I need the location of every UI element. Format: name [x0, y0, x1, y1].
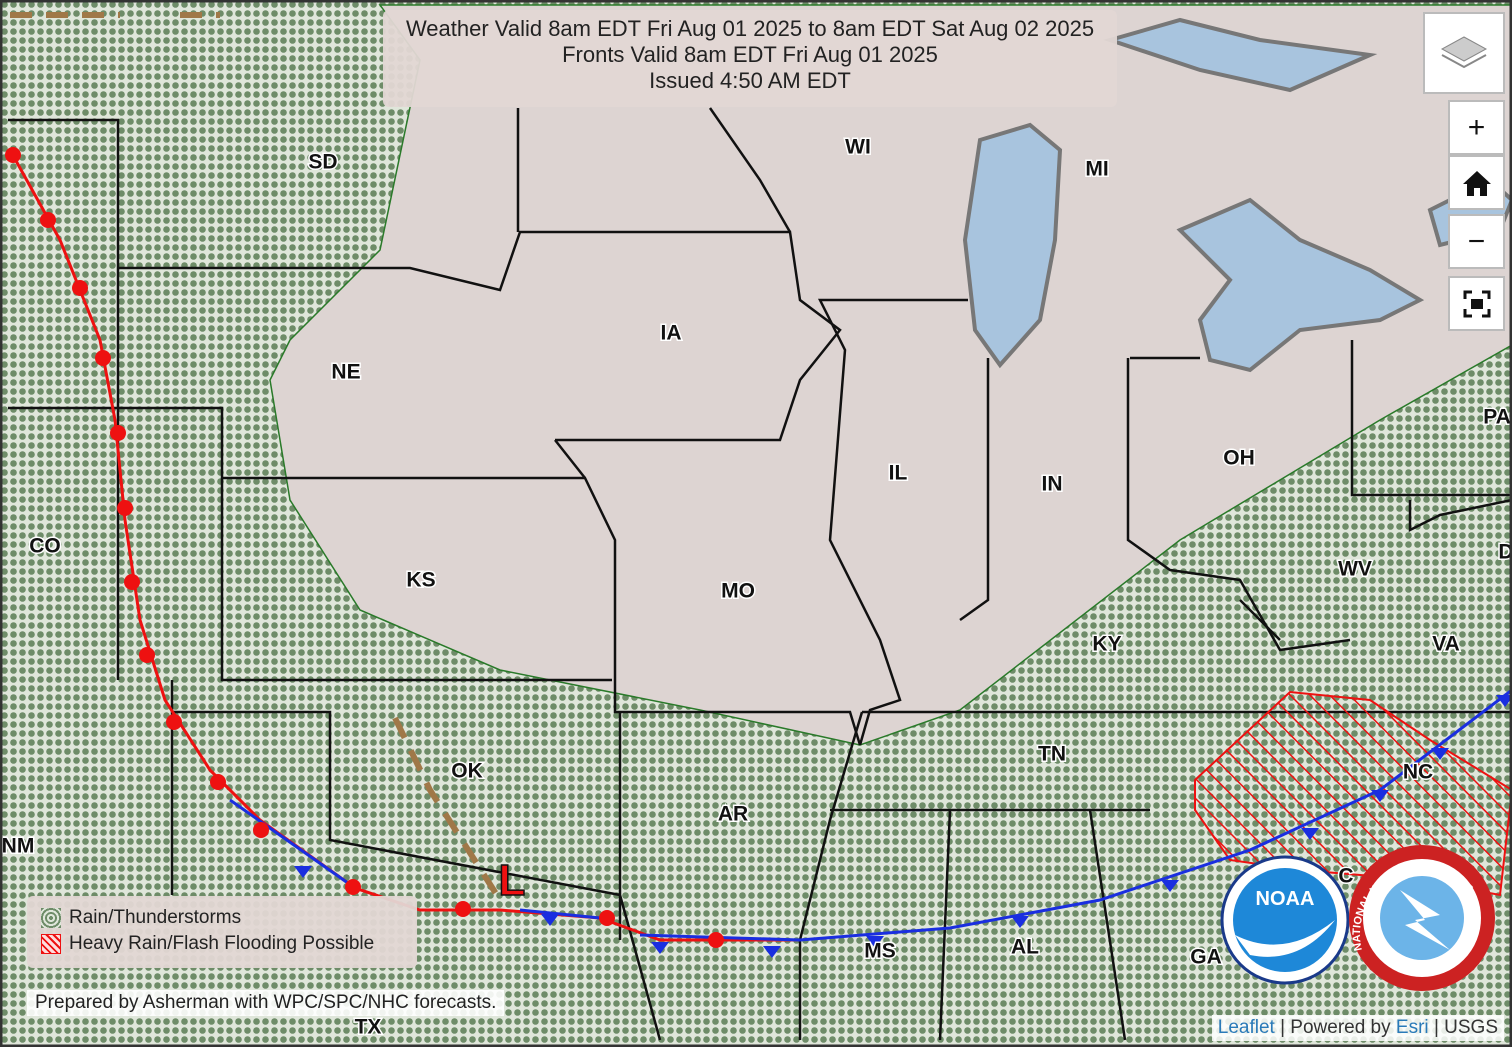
- state-label: NE: [331, 361, 360, 384]
- state-label: TN: [1038, 743, 1066, 766]
- cold-front-barb: [1371, 790, 1389, 802]
- cold-front-barb: [1431, 748, 1449, 760]
- legend: Rain/Thunderstorms Heavy Rain/Flash Floo…: [27, 896, 417, 968]
- state-label: GA: [1190, 946, 1222, 969]
- warm-front-bulb: [253, 822, 269, 838]
- zoom-in[interactable]: +: [1448, 100, 1505, 155]
- low-pressure: L: [499, 856, 526, 905]
- state-label: CO: [29, 535, 61, 558]
- warm-front-bulb: [40, 212, 56, 228]
- front-symbols: [5, 147, 1512, 958]
- legend-label: Heavy Rain/Flash Flooding Possible: [69, 933, 375, 954]
- header: Weather Valid 8am EDT Fri Aug 01 2025 to…: [383, 10, 1117, 107]
- state-label: OK: [451, 760, 483, 783]
- warm-front-bulb: [599, 910, 615, 926]
- header-line: Issued 4:50 AM EDT: [649, 68, 851, 93]
- cold-front-barb: [1301, 828, 1319, 840]
- warm-front-bulb: [110, 425, 126, 441]
- home-icon: [1462, 170, 1491, 196]
- legend-label: Rain/Thunderstorms: [69, 907, 242, 928]
- state-label: IN: [1042, 473, 1063, 496]
- state-label: MS: [864, 940, 896, 963]
- warm-front-bulb: [210, 774, 226, 790]
- zoom-out[interactable]: −: [1448, 214, 1505, 269]
- legend-swatch: [41, 934, 61, 954]
- home-button[interactable]: [1448, 155, 1505, 210]
- leaflet-link[interactable]: Leaflet: [1217, 1017, 1275, 1038]
- header-line: Weather Valid 8am EDT Fri Aug 01 2025 to…: [405, 16, 1095, 41]
- flash-flood-area: [1194, 690, 1512, 897]
- state-label: MI: [1085, 158, 1108, 181]
- cold-front-barb: [1496, 695, 1512, 707]
- fullscreen-button[interactable]: [1448, 276, 1505, 331]
- state-label: KY: [1092, 633, 1121, 656]
- attribution-text: | Powered by: [1280, 1017, 1391, 1038]
- fullscreen-icon: [1463, 290, 1490, 317]
- warm-front-bulb: [455, 901, 471, 917]
- noaa-logo: NOAA: [1220, 845, 1495, 991]
- warm-front-bulb: [345, 879, 361, 895]
- state-label: NC: [1403, 761, 1433, 784]
- cold-front-barb: [763, 946, 781, 958]
- state-label: VA: [1432, 633, 1460, 656]
- state-label: TX: [355, 1016, 382, 1039]
- header-line: Fronts Valid 8am EDT Fri Aug 01 2025: [562, 42, 938, 67]
- cold-front-barb: [541, 914, 559, 926]
- state-label: D: [1498, 541, 1512, 564]
- attribution: Leaflet | Powered by Esri | USGS: [1211, 1015, 1504, 1041]
- warm-front-bulb: [117, 500, 133, 516]
- state-label: IL: [889, 462, 908, 485]
- attribution-text: | USGS: [1433, 1017, 1498, 1038]
- cold-front-barb: [1011, 916, 1029, 928]
- state-label: NM: [2, 835, 35, 858]
- warm-front-bulb: [5, 147, 21, 163]
- warm-front-bulb: [708, 932, 724, 948]
- warm-front-bulb: [139, 647, 155, 663]
- layers-icon: [1440, 36, 1488, 69]
- credit: Prepared by Asherman with WPC/SPC/NHC fo…: [27, 990, 505, 1016]
- legend-item: Heavy Rain/Flash Flooding Possible: [41, 933, 374, 955]
- state-label: SD: [308, 151, 337, 174]
- state-label: AL: [1011, 936, 1039, 959]
- state-borders: [8, 107, 1512, 1041]
- layers-button[interactable]: [1423, 12, 1505, 94]
- state-label: WI: [845, 136, 871, 159]
- state-label: C: [1338, 865, 1353, 888]
- esri-link[interactable]: Esri: [1395, 1017, 1429, 1038]
- state-label: AR: [718, 803, 748, 826]
- state-label: PA: [1483, 406, 1511, 429]
- state-label: KS: [406, 569, 435, 592]
- warm-front-bulb: [166, 714, 182, 730]
- state-label: WV: [1338, 558, 1372, 581]
- warm-front-bulb: [95, 350, 111, 366]
- legend-swatch: [41, 908, 61, 928]
- noaa-text: NOAA: [1256, 888, 1315, 910]
- state-label: MO: [721, 580, 755, 603]
- cold-front-barb: [1161, 880, 1179, 892]
- warm-front-bulb: [124, 574, 140, 590]
- cold-front-barb: [294, 866, 312, 878]
- state-label: OH: [1223, 447, 1255, 470]
- state-label: IA: [661, 322, 682, 345]
- dry-area: [269, 4, 1512, 746]
- trough: [392, 716, 503, 902]
- cold-front-barb: [651, 942, 669, 954]
- legend-item: Rain/Thunderstorms: [41, 907, 241, 929]
- cold-front-barb: [866, 936, 884, 948]
- warm-front-bulb: [72, 280, 88, 296]
